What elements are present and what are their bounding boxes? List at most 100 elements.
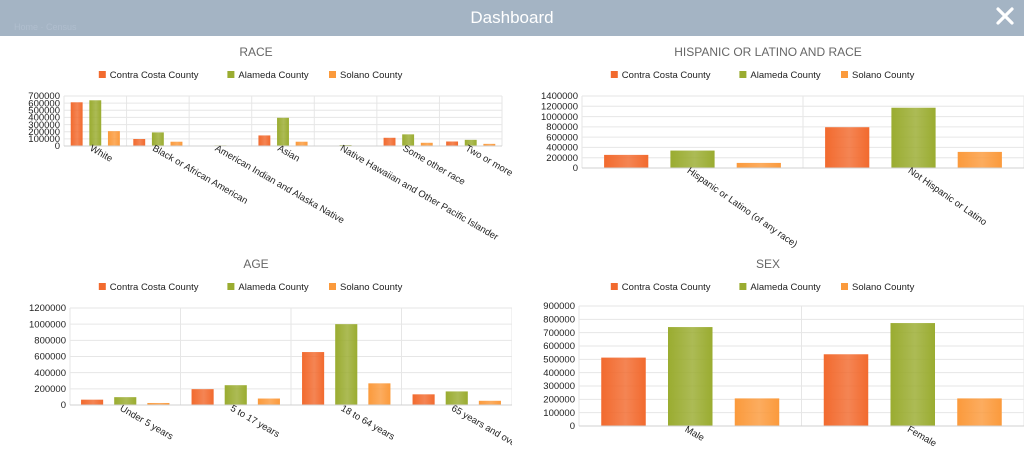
y-tick-label: 1200000	[29, 303, 66, 314]
legend-item-contra-costa-county[interactable]: Contra Costa County	[610, 70, 711, 81]
bar-solano-county-two-or-more-races[interactable]	[483, 143, 496, 146]
bar-solano-county-white[interactable]	[107, 131, 120, 146]
y-tick-label: 200000	[546, 153, 578, 164]
bar-contra-costa-county-female[interactable]	[823, 354, 869, 426]
sex-chart-panel: SEX Contra Costa County Alameda County Sola…	[512, 250, 1024, 458]
bar-contra-costa-county-65-years-and-over[interactable]	[412, 394, 435, 405]
race-chart-panel: RACE Contra Costa County Alameda County Sol…	[0, 38, 512, 248]
bar-contra-costa-county-some-other-race[interactable]	[383, 137, 396, 146]
bar-alameda-county-two-or-more-races[interactable]	[464, 139, 477, 146]
bar-contra-costa-county-asian[interactable]	[258, 135, 271, 146]
y-tick-label: 400000	[28, 113, 60, 124]
y-tick-label: 0	[61, 400, 66, 411]
legend-swatch	[98, 71, 106, 78]
y-tick-label: 400000	[546, 143, 578, 154]
x-category-label: American Indian and Alaska Native	[213, 143, 346, 226]
legend-item-contra-costa-county[interactable]: Contra Costa County	[98, 70, 199, 81]
y-tick-label: 700000	[28, 91, 60, 102]
age-chart: AGE Contra Costa County Alameda County Sola…	[29, 257, 512, 451]
bar-alameda-county-65-years-and-over[interactable]	[445, 391, 468, 405]
x-category-label: Two or more races	[463, 143, 512, 192]
bar-solano-county-5-to-17-years[interactable]	[257, 398, 280, 405]
hispanic-chart-panel: HISPANIC OR LATINO AND RACE Contra Costa …	[512, 38, 1024, 248]
y-tick-label: 300000	[28, 120, 60, 131]
bar-contra-costa-county-under-5-years[interactable]	[81, 399, 104, 405]
y-tick-label: 300000	[543, 381, 575, 392]
y-tick-label: 600000	[28, 98, 60, 109]
y-tick-label: 1000000	[541, 112, 578, 123]
bar-solano-county-female[interactable]	[957, 398, 1002, 426]
bar-alameda-county-white[interactable]	[89, 100, 102, 146]
bar-contra-costa-county-not-hispanic-or-latino[interactable]	[825, 127, 870, 168]
y-tick-label: 500000	[28, 105, 60, 116]
bar-contra-costa-county-white[interactable]	[70, 102, 83, 146]
x-category-label: Not Hispanic or Latino	[906, 165, 989, 228]
legend-item-alameda-county[interactable]: Alameda County	[227, 70, 309, 81]
bar-solano-county-hispanic-or-latino-of-any-race[interactable]	[736, 162, 781, 168]
legend-swatch	[739, 283, 747, 290]
bar-solano-county-not-hispanic-or-latino[interactable]	[957, 151, 1002, 168]
y-tick-label: 600000	[546, 132, 578, 143]
legend-item-solano-county[interactable]: Solano County	[329, 70, 403, 81]
y-tick-label: 600000	[543, 341, 575, 352]
legend-label: Alameda County	[750, 282, 820, 293]
bar-alameda-county-not-hispanic-or-latino[interactable]	[891, 107, 936, 168]
legend-item-solano-county[interactable]: Solano County	[841, 70, 915, 81]
bar-solano-county-black-or-african-american[interactable]	[170, 141, 183, 146]
bar-alameda-county-18-to-64-years[interactable]	[335, 324, 358, 405]
header-faint-text: Home · Census	[14, 22, 77, 32]
x-category-label: Under 5 years	[118, 403, 175, 442]
sex-chart: SEX Contra Costa County Alameda County Sola…	[543, 257, 1024, 449]
race-chart: RACE Contra Costa County Alameda County Sol…	[28, 45, 512, 243]
y-tick-label: 400000	[543, 368, 575, 379]
legend-label: Contra Costa County	[622, 282, 711, 293]
x-category-label: 18 to 64 years	[339, 403, 397, 443]
legend-item-alameda-county[interactable]: Alameda County	[739, 282, 821, 293]
y-tick-label: 100000	[28, 134, 60, 145]
header-bar: Home · Census Dashboard	[0, 0, 1024, 36]
bar-solano-county-asian[interactable]	[295, 141, 308, 146]
legend-item-solano-county[interactable]: Solano County	[841, 282, 915, 293]
bar-solano-county-18-to-64-years[interactable]	[368, 383, 391, 405]
bar-alameda-county-5-to-17-years[interactable]	[224, 385, 247, 405]
legend-swatch	[329, 283, 336, 290]
legend-item-alameda-county[interactable]: Alameda County	[227, 282, 309, 293]
close-icon[interactable]	[994, 5, 1016, 27]
bar-contra-costa-county-male[interactable]	[601, 357, 646, 426]
bar-solano-county-under-5-years[interactable]	[147, 402, 170, 405]
y-tick-label: 600000	[34, 352, 66, 363]
bar-alameda-county-asian[interactable]	[277, 117, 289, 146]
y-tick-label: 0	[570, 421, 575, 432]
bar-contra-costa-county-black-or-african-american[interactable]	[133, 139, 146, 146]
x-category-label: 5 to 17 years	[228, 403, 281, 440]
x-category-label: Male	[683, 424, 706, 444]
legend-label: Solano County	[340, 282, 403, 293]
hispanic-chart: HISPANIC OR LATINO AND RACE Contra Costa …	[541, 45, 1024, 248]
y-tick-label: 800000	[546, 122, 578, 133]
y-tick-label: 0	[573, 163, 578, 174]
bar-solano-county-male[interactable]	[734, 398, 780, 426]
legend-label: Contra Costa County	[622, 70, 711, 81]
legend-swatch	[841, 71, 848, 78]
bar-contra-costa-county-5-to-17-years[interactable]	[191, 389, 214, 405]
y-tick-label: 800000	[34, 336, 66, 347]
bar-alameda-county-black-or-african-american[interactable]	[151, 132, 164, 146]
legend-label: Solano County	[340, 70, 403, 81]
legend-item-contra-costa-county[interactable]: Contra Costa County	[610, 282, 711, 293]
bar-contra-costa-county-two-or-more-races[interactable]	[446, 141, 459, 147]
x-category-label: 65 years and over	[449, 403, 512, 451]
y-tick-label: 700000	[543, 328, 575, 339]
bar-alameda-county-under-5-years[interactable]	[114, 397, 137, 405]
bar-alameda-county-female[interactable]	[890, 323, 936, 426]
bar-contra-costa-county-18-to-64-years[interactable]	[302, 352, 325, 405]
bar-alameda-county-male[interactable]	[668, 327, 713, 426]
legend-item-solano-county[interactable]: Solano County	[329, 282, 403, 293]
bar-alameda-county-hispanic-or-latino-of-any-race[interactable]	[670, 150, 715, 168]
bar-contra-costa-county-hispanic-or-latino-of-any-race[interactable]	[604, 154, 649, 168]
bar-solano-county-some-other-race[interactable]	[420, 142, 433, 146]
legend-item-contra-costa-county[interactable]: Contra Costa County	[98, 282, 199, 293]
y-tick-label: 500000	[543, 355, 575, 366]
legend-item-alameda-county[interactable]: Alameda County	[739, 70, 821, 81]
bar-solano-county-65-years-and-over[interactable]	[478, 400, 501, 405]
bar-alameda-county-some-other-race[interactable]	[402, 134, 415, 146]
